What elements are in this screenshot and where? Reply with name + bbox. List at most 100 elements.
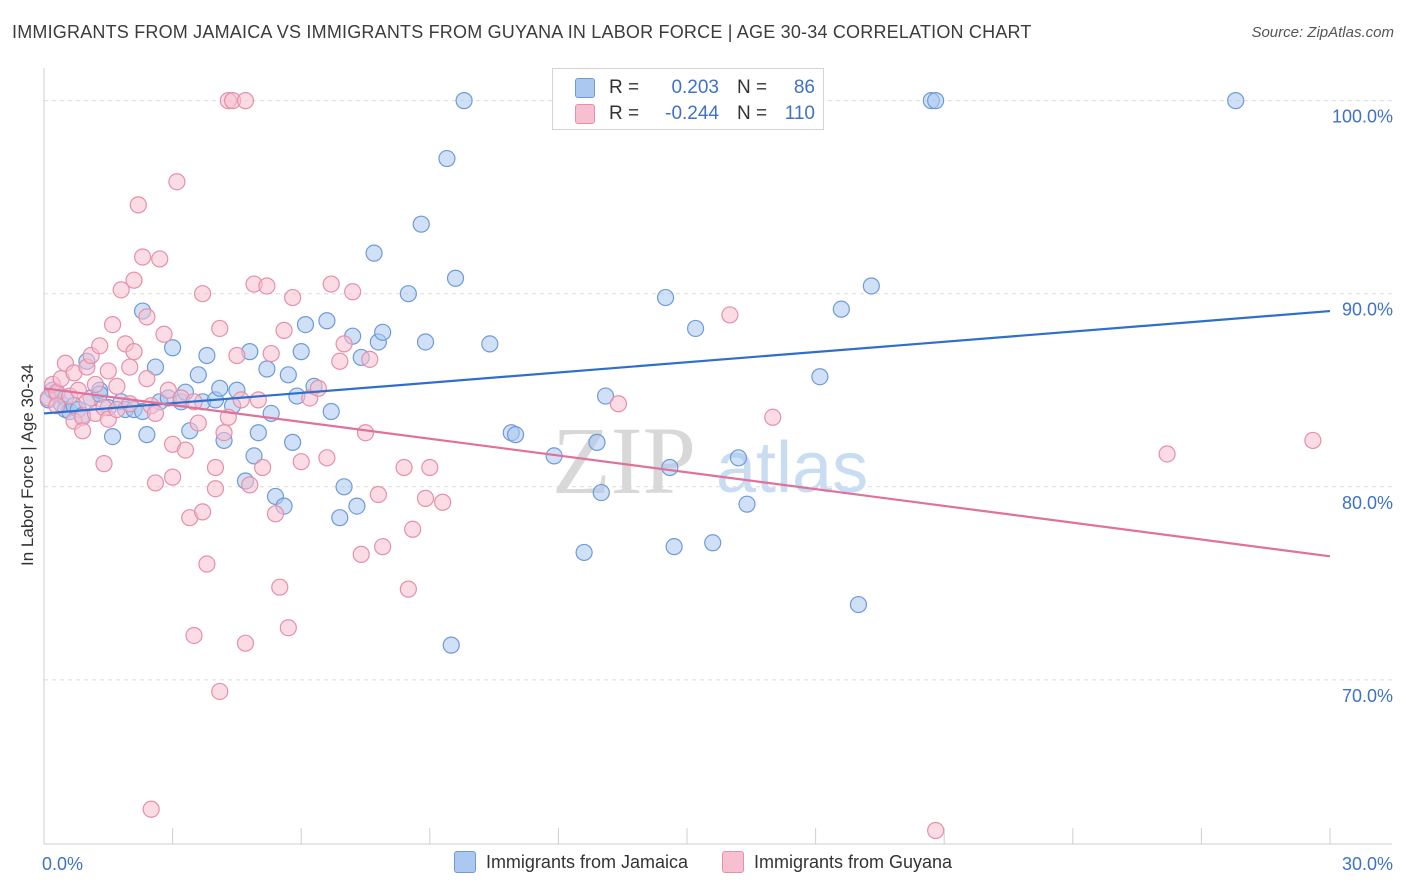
legend-item-jamaica[interactable]: Immigrants from Jamaica bbox=[453, 851, 688, 873]
point-guyana bbox=[258, 277, 276, 295]
point-guyana bbox=[232, 391, 250, 409]
point-jamaica bbox=[146, 358, 165, 376]
point-jamaica bbox=[592, 483, 610, 502]
x-tick-label: 30.0% bbox=[1342, 854, 1393, 874]
legend-item-guyana[interactable]: Immigrants from Guyana bbox=[721, 851, 953, 873]
point-guyana bbox=[211, 682, 229, 701]
r-label: R = bbox=[609, 77, 640, 98]
point-guyana bbox=[416, 489, 435, 507]
point-guyana bbox=[395, 458, 413, 477]
point-guyana bbox=[421, 458, 439, 477]
point-guyana bbox=[279, 619, 297, 637]
point-guyana bbox=[215, 424, 233, 442]
point-jamaica bbox=[374, 323, 392, 341]
point-guyana bbox=[206, 480, 225, 498]
point-guyana bbox=[271, 578, 289, 596]
point-jamaica bbox=[506, 426, 525, 444]
point-guyana bbox=[609, 395, 628, 413]
point-guyana bbox=[146, 474, 165, 492]
point-jamaica bbox=[811, 368, 829, 386]
y-tick-label: 80.0% bbox=[1342, 493, 1393, 513]
point-guyana bbox=[404, 520, 422, 538]
point-jamaica bbox=[318, 312, 336, 330]
point-guyana bbox=[236, 92, 255, 110]
point-jamaica bbox=[399, 285, 417, 303]
point-guyana bbox=[211, 319, 229, 338]
point-jamaica bbox=[211, 379, 229, 397]
point-jamaica bbox=[661, 458, 679, 477]
point-guyana bbox=[103, 315, 122, 334]
point-guyana bbox=[369, 485, 387, 504]
point-jamaica bbox=[198, 346, 216, 365]
r-value: 0.203 bbox=[671, 77, 719, 98]
point-guyana bbox=[374, 538, 392, 556]
point-guyana bbox=[112, 281, 130, 299]
chart-title: IMMIGRANTS FROM JAMAICA VS IMMIGRANTS FR… bbox=[12, 22, 1032, 42]
point-jamaica bbox=[832, 300, 850, 318]
point-jamaica bbox=[335, 478, 353, 496]
point-jamaica bbox=[455, 92, 473, 110]
point-jamaica bbox=[446, 269, 465, 287]
point-guyana bbox=[241, 476, 259, 494]
trend-lines bbox=[43, 309, 1331, 558]
point-guyana bbox=[331, 352, 349, 370]
legend-swatch-guyana bbox=[721, 851, 744, 873]
point-jamaica bbox=[849, 595, 868, 614]
point-jamaica bbox=[348, 497, 366, 515]
point-guyana bbox=[344, 283, 362, 301]
point-jamaica bbox=[686, 319, 705, 338]
x-tick-label: 0.0% bbox=[42, 854, 83, 874]
point-jamaica bbox=[258, 360, 276, 378]
point-guyana bbox=[48, 397, 66, 415]
point-jamaica bbox=[164, 339, 182, 357]
point-guyana bbox=[399, 580, 417, 598]
point-guyana bbox=[99, 362, 117, 380]
point-jamaica bbox=[249, 424, 267, 442]
point-jamaica bbox=[862, 277, 880, 295]
legend-swatch-jamaica bbox=[453, 851, 476, 873]
point-jamaica bbox=[296, 315, 315, 334]
point-jamaica bbox=[284, 433, 302, 451]
point-jamaica bbox=[588, 433, 606, 451]
point-guyana bbox=[361, 350, 379, 368]
point-guyana bbox=[121, 358, 139, 376]
point-guyana bbox=[151, 250, 169, 268]
point-guyana bbox=[228, 346, 246, 365]
n-value: 86 bbox=[793, 77, 815, 98]
point-guyana bbox=[292, 453, 310, 471]
point-jamaica bbox=[412, 215, 430, 233]
point-guyana bbox=[129, 196, 147, 214]
point-guyana bbox=[434, 493, 452, 511]
point-guyana bbox=[721, 306, 739, 324]
grid-lines bbox=[44, 100, 1394, 681]
y-tick-label: 70.0% bbox=[1342, 686, 1393, 706]
point-guyana bbox=[185, 626, 203, 645]
point-jamaica bbox=[1227, 92, 1245, 110]
point-guyana bbox=[125, 271, 143, 289]
point-jamaica bbox=[365, 244, 383, 262]
point-guyana bbox=[138, 370, 156, 388]
point-guyana bbox=[189, 414, 207, 432]
point-guyana bbox=[194, 503, 212, 521]
stats-legend: R = 0.203 N = 86 R = -0.244 N = 110 bbox=[552, 68, 824, 130]
point-guyana bbox=[236, 634, 255, 652]
legend-label-guyana: Immigrants from Guyana bbox=[753, 851, 953, 872]
point-jamaica bbox=[245, 447, 263, 465]
point-jamaica bbox=[656, 288, 675, 307]
point-guyana bbox=[133, 248, 152, 266]
point-jamaica bbox=[322, 402, 340, 421]
data-points bbox=[39, 92, 1322, 840]
point-guyana bbox=[73, 422, 92, 440]
legend-label-jamaica: Immigrants from Jamaica bbox=[485, 851, 688, 872]
y-tick-label: 90.0% bbox=[1342, 300, 1393, 320]
point-guyana bbox=[194, 285, 212, 303]
r-label: R = bbox=[609, 103, 640, 124]
n-label: N = bbox=[737, 77, 768, 98]
point-jamaica bbox=[704, 534, 722, 552]
point-guyana bbox=[262, 344, 280, 363]
point-guyana bbox=[142, 800, 160, 818]
point-jamaica bbox=[189, 366, 207, 384]
point-jamaica bbox=[331, 509, 349, 527]
point-guyana bbox=[284, 288, 302, 307]
trend-line-jamaica bbox=[43, 309, 1331, 415]
